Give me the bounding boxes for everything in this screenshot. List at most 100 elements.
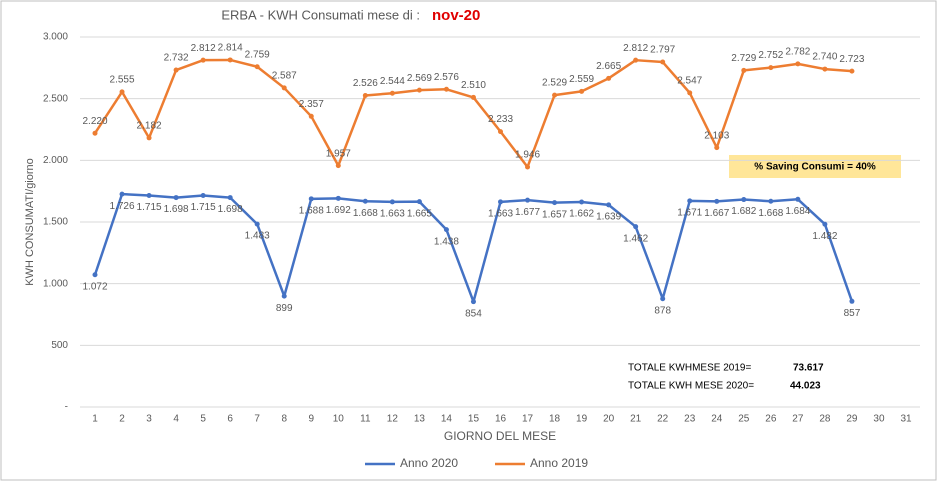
x-tick-label: 31 [900,414,912,425]
x-tick-label: 4 [173,414,179,425]
data-point [795,196,801,202]
data-label: 2.729 [731,53,756,64]
total-value: 73.617 [793,363,824,374]
data-label: 1.072 [82,281,107,292]
data-label: 2.529 [542,78,567,89]
data-point [606,202,612,208]
data-label: 1.715 [191,202,216,213]
data-point [335,195,341,201]
x-tick-label: 6 [227,414,233,425]
data-point [525,164,531,170]
data-point [687,198,693,204]
data-label: 1.668 [758,208,783,219]
data-label: 1.639 [596,211,621,222]
y-tick-label: 3.000 [43,32,68,43]
data-label: 1.462 [623,233,648,244]
data-point [389,90,395,96]
x-tick-label: 10 [333,414,345,425]
x-tick-label: 15 [468,414,480,425]
data-point [579,88,585,94]
data-label: 2.740 [812,52,837,63]
data-label: 1.682 [731,206,756,217]
y-tick-label: 500 [51,340,68,351]
x-axis-label: GIORNO DEL MESE [444,429,556,443]
data-point [741,67,747,73]
data-point [552,92,558,98]
data-label: 2.220 [82,116,107,127]
data-point [470,299,476,305]
data-point [768,198,774,204]
data-label: 1.667 [704,208,729,219]
x-tick-label: 22 [657,414,669,425]
x-tick-label: 5 [200,414,206,425]
data-point [281,85,287,91]
x-tick-label: 29 [846,414,858,425]
x-tick-label: 8 [281,414,287,425]
data-label: 2.547 [677,76,702,87]
x-tick-label: 16 [495,414,507,425]
y-tick-label: - [65,402,68,413]
data-point [660,59,666,65]
x-tick-label: 13 [414,414,426,425]
data-point [768,65,774,71]
x-tick-label: 19 [576,414,588,425]
total-value: 44.023 [790,381,821,392]
data-point [173,67,179,73]
data-label: 1.698 [218,204,243,215]
data-label: 2.103 [704,130,729,141]
x-tick-label: 9 [308,414,314,425]
data-point [281,293,287,299]
data-point [362,92,368,98]
x-tick-label: 2 [119,414,125,425]
data-point [389,199,395,205]
data-label: 878 [654,305,671,316]
data-point [498,129,503,135]
data-point [254,221,260,227]
x-tick-label: 24 [711,414,723,425]
data-point [633,224,639,230]
data-label: 2.759 [245,49,270,60]
data-point [443,86,449,92]
data-point [119,89,125,95]
y-tick-label: 2.000 [43,155,68,166]
data-label: 1.671 [677,208,702,219]
x-tick-label: 11 [360,414,371,425]
x-tick-label: 27 [792,414,804,425]
data-label: 2.587 [272,71,297,82]
data-point [308,113,314,119]
x-tick-label: 17 [522,414,534,425]
x-tick-label: 14 [441,414,453,425]
data-label: 1.684 [785,206,810,217]
data-point [308,196,314,202]
data-label: 1.483 [245,231,270,242]
data-label: 2.510 [461,80,486,91]
data-point [335,163,341,169]
y-tick-label: 1.000 [43,278,68,289]
data-label: 1.662 [569,209,594,220]
data-point [660,296,666,302]
x-tick-label: 26 [765,414,777,425]
chart-title-highlight: nov-20 [432,7,480,24]
x-tick-label: 18 [549,414,561,425]
data-point [470,94,476,100]
legend-label: Anno 2020 [400,456,458,470]
data-point [92,272,98,278]
data-label: 1.957 [326,148,351,159]
data-label: 2.723 [839,54,864,65]
data-label: 899 [276,303,293,314]
x-tick-label: 3 [146,414,152,425]
data-label: 2.357 [299,99,324,110]
data-label: 1.692 [326,205,351,216]
data-label: 857 [844,308,861,319]
x-tick-label: 7 [254,414,260,425]
y-tick-label: 2.500 [43,93,68,104]
data-point [92,130,98,136]
data-point [498,199,503,205]
x-tick-label: 20 [603,414,615,425]
data-label: 2.797 [650,45,675,56]
data-label: 1.668 [353,208,378,219]
data-point [227,57,233,63]
x-tick-label: 1 [92,414,98,425]
data-label: 1.677 [515,207,540,218]
